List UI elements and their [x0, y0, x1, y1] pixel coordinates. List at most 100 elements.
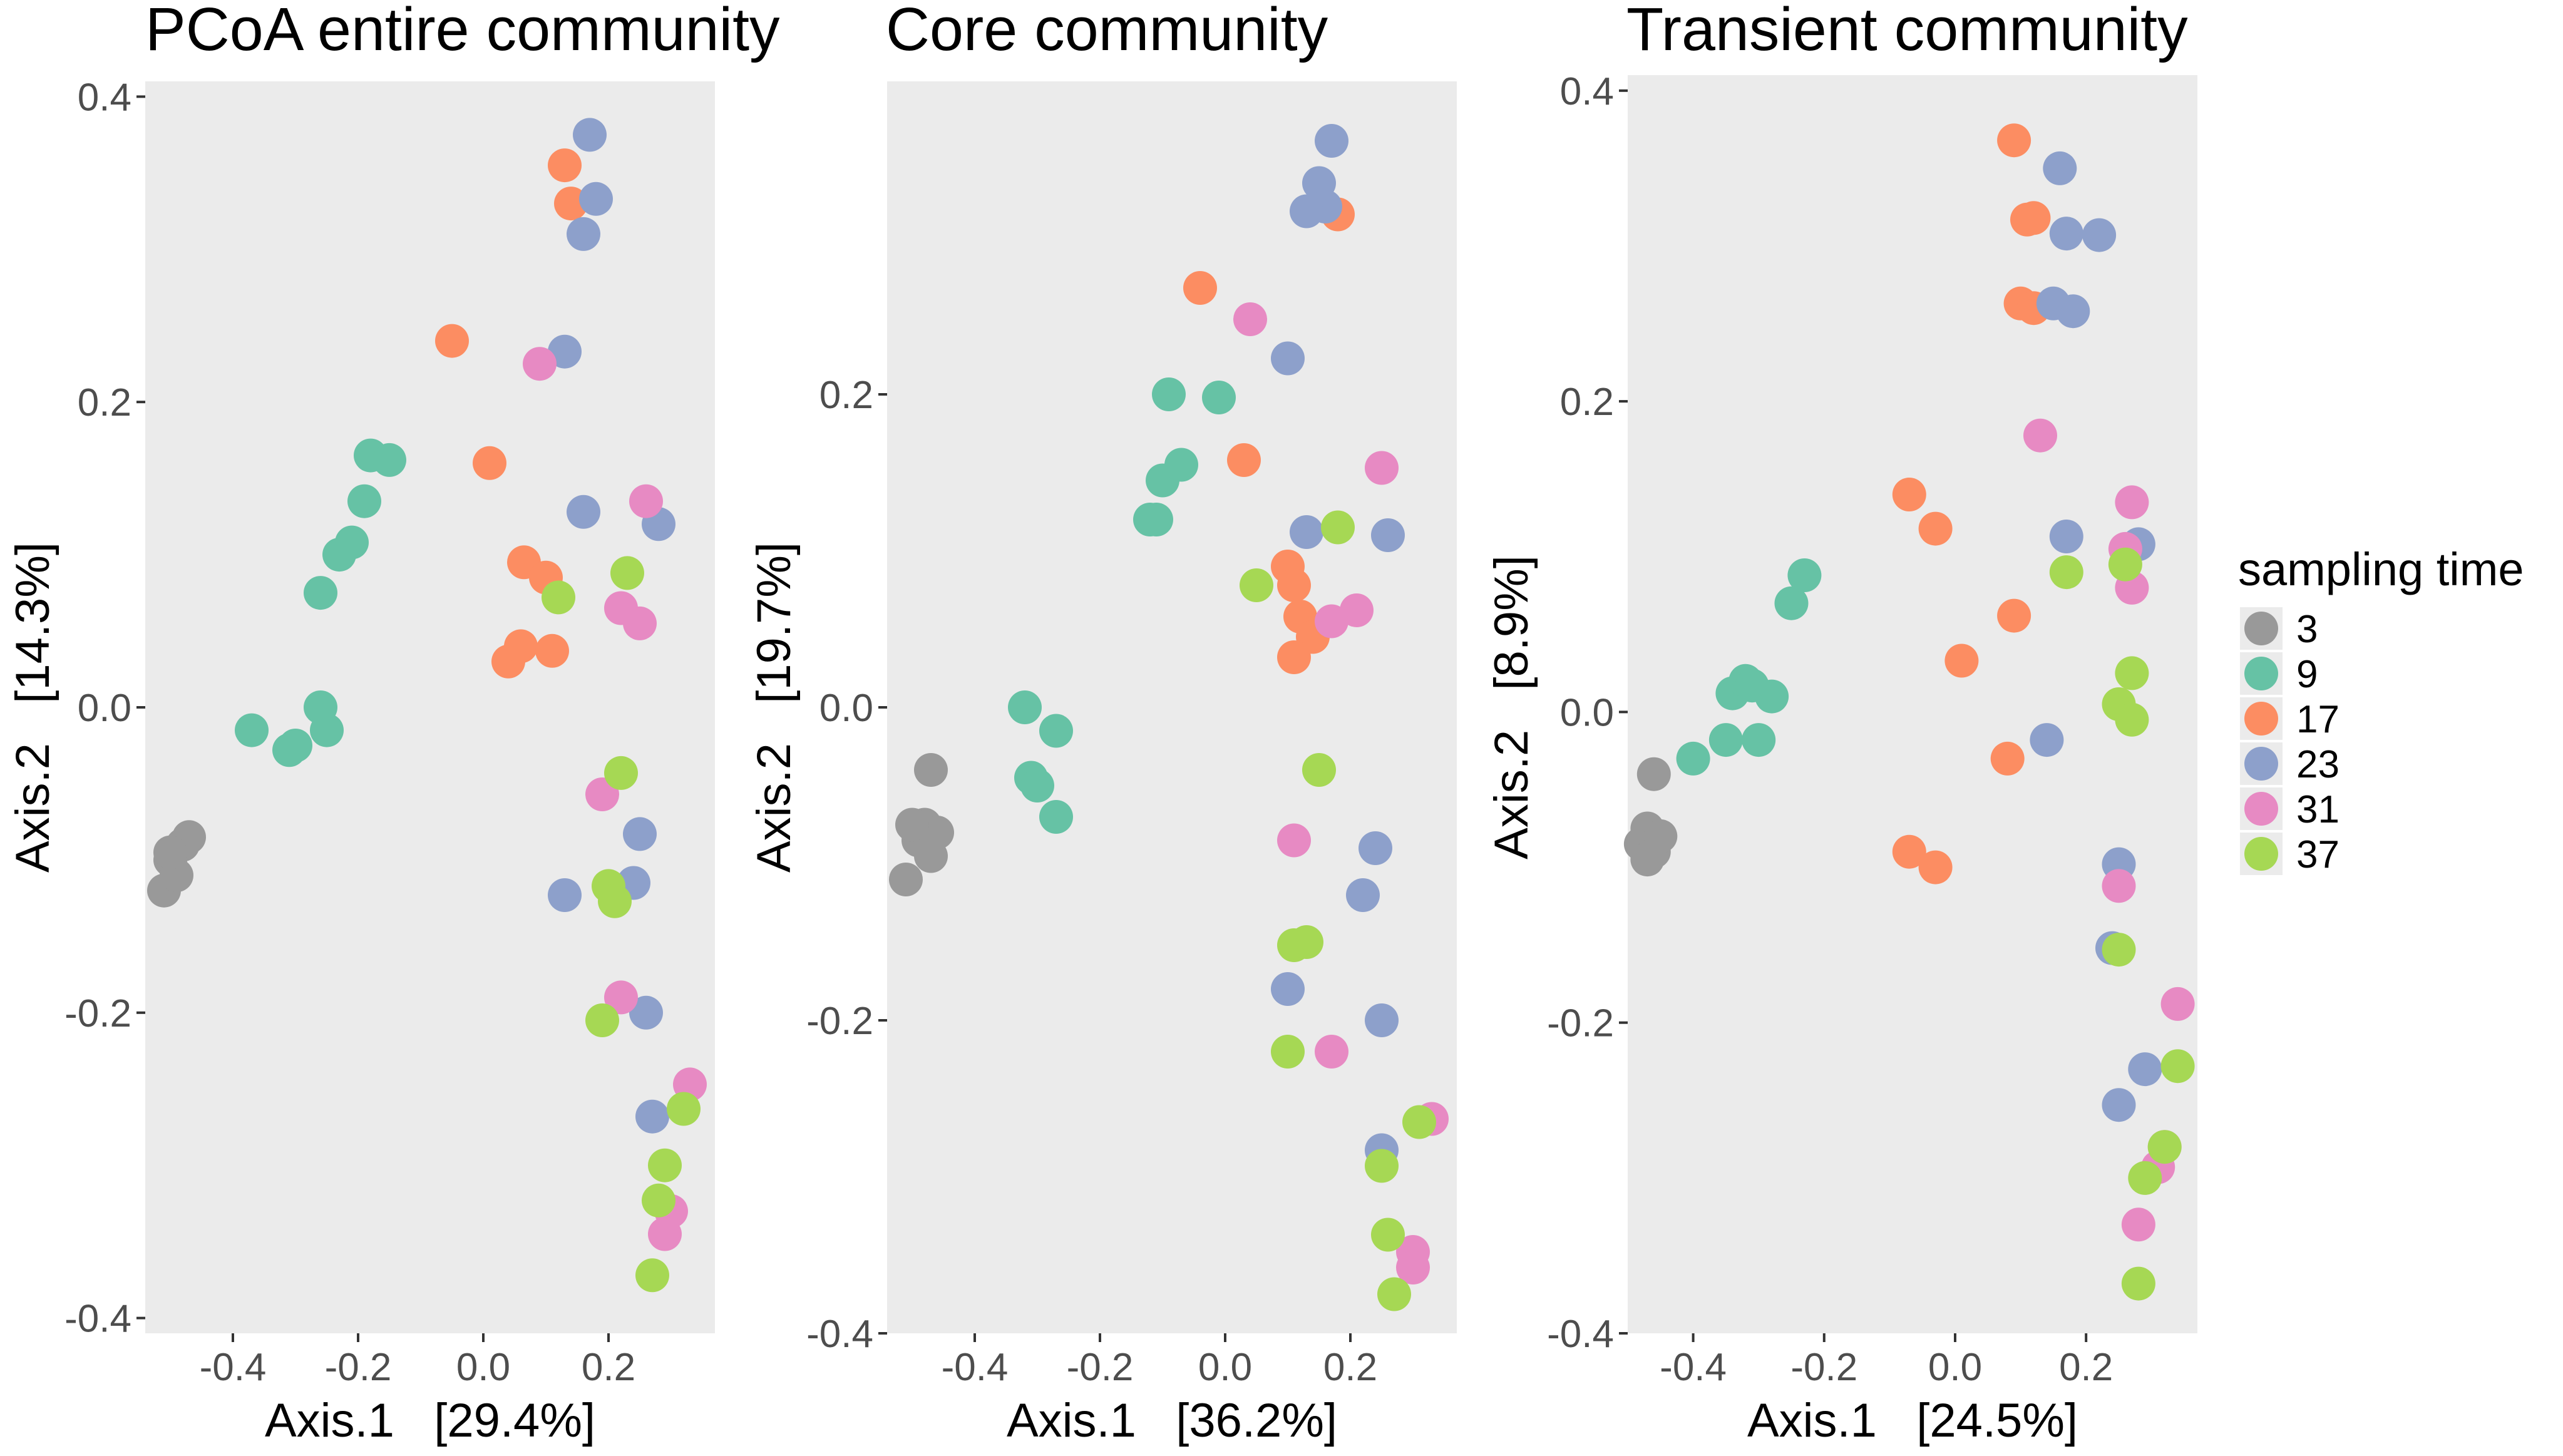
legend-key-swatch [2244, 747, 2278, 781]
series-3 [1623, 757, 1678, 877]
y-tick-label: 0.2 [1560, 381, 1614, 424]
data-point [648, 1217, 682, 1251]
x-tick-label: 0.2 [2059, 1346, 2113, 1389]
x-tick-label: 0.0 [1198, 1346, 1252, 1389]
data-point [335, 525, 369, 560]
data-point [1755, 679, 1789, 714]
data-point [1371, 1218, 1405, 1252]
y-tick-label: 0.4 [78, 76, 131, 119]
data-point [604, 980, 638, 1015]
panel-title: Core community [886, 0, 1328, 63]
data-point [1742, 723, 1776, 757]
panel-core-community: Core community -0.4 -0.2 0.0 0.2 -0.4 -0.2 0.… [747, 0, 1457, 1447]
plot-background [145, 81, 715, 1333]
data-point [2115, 485, 2149, 520]
data-point [2147, 1130, 2182, 1164]
data-point [542, 580, 575, 615]
legend-item-31: 31 [2240, 787, 2340, 831]
y-axis-ticks: -0.4 -0.2 0.0 0.2 0.4 [64, 76, 145, 1341]
y-tick-label: -0.4 [1547, 1313, 1614, 1356]
data-point [235, 713, 269, 747]
data-point [2049, 520, 2083, 553]
series-9 [1008, 377, 1236, 834]
y-axis-title: Axis.2 [19.7%] [747, 542, 801, 873]
legend-key-swatch [2244, 657, 2278, 690]
data-point [1402, 1105, 1436, 1139]
x-axis-title: Axis.1 [36.2%] [1007, 1394, 1337, 1447]
data-point [1346, 878, 1380, 912]
data-point [1787, 558, 1822, 592]
y-tick-label: -0.4 [64, 1298, 131, 1341]
data-point [548, 878, 582, 912]
data-point [1918, 850, 1953, 884]
data-point [1396, 1251, 1430, 1284]
x-tick-label: -0.4 [1660, 1346, 1727, 1389]
data-point [2160, 1049, 2195, 1084]
legend-label: 3 [2296, 608, 2318, 651]
series-3 [889, 753, 954, 896]
series-23 [2030, 151, 2162, 1122]
data-point [667, 1092, 701, 1126]
data-point [889, 863, 923, 896]
data-point [629, 484, 663, 518]
data-point [2016, 201, 2051, 235]
series-9 [235, 438, 406, 767]
data-point [2049, 555, 2083, 590]
y-tick-label: -0.2 [64, 992, 131, 1035]
data-point [1371, 518, 1405, 552]
data-point [1202, 381, 1236, 414]
data-point [895, 807, 929, 842]
data-point [304, 576, 337, 610]
data-point [2121, 1266, 2155, 1301]
data-point [2049, 217, 2083, 251]
data-point [2115, 702, 2149, 737]
legend-item-9: 9 [2240, 652, 2318, 696]
data-point [585, 1003, 619, 1037]
data-point [914, 753, 948, 787]
y-axis-title: Axis.2 [8.9%] [1485, 555, 1538, 859]
data-point [1990, 741, 2025, 776]
data-point [1240, 568, 1273, 602]
data-point [1321, 510, 1355, 545]
data-point [1277, 823, 1311, 858]
x-tick-label: -0.2 [325, 1346, 392, 1389]
data-point [1892, 834, 1926, 869]
data-point [598, 884, 632, 918]
data-point [535, 633, 569, 668]
data-point [642, 1183, 675, 1218]
x-axis-ticks: -0.4 -0.2 0.0 0.2 [942, 1333, 1377, 1389]
data-point [635, 1099, 669, 1134]
y-axis-title: Axis.2 [14.3%] [6, 542, 59, 873]
data-point [1997, 598, 2031, 633]
x-tick-label: 0.2 [1323, 1346, 1377, 1389]
data-point [1152, 377, 1186, 411]
y-axis-ticks: -0.4 -0.2 0.0 0.2 [806, 374, 887, 1356]
x-tick-label: 0.0 [456, 1346, 510, 1389]
series-37 [2049, 547, 2195, 1301]
legend-key-swatch [2244, 702, 2278, 736]
data-point [347, 484, 381, 518]
data-point [2030, 723, 2064, 757]
data-point [623, 606, 657, 640]
series-37 [542, 556, 701, 1293]
data-point [648, 1148, 682, 1182]
data-point [2160, 987, 2195, 1021]
data-point [2023, 418, 2057, 453]
data-points [889, 124, 1449, 1311]
legend-item-17: 17 [2240, 697, 2340, 741]
data-point [1944, 643, 1979, 678]
y-tick-label: 0.2 [819, 374, 873, 417]
data-point [153, 835, 187, 869]
data-point [1365, 1149, 1399, 1183]
plot-background [887, 81, 1457, 1333]
series-3 [147, 820, 206, 908]
legend-label: 9 [2296, 653, 2318, 696]
data-point [2056, 294, 2090, 329]
x-tick-label: 0.0 [1928, 1346, 1982, 1389]
data-point [1997, 123, 2031, 158]
data-point [1039, 714, 1073, 748]
data-point [1233, 302, 1267, 336]
data-point [554, 187, 588, 221]
